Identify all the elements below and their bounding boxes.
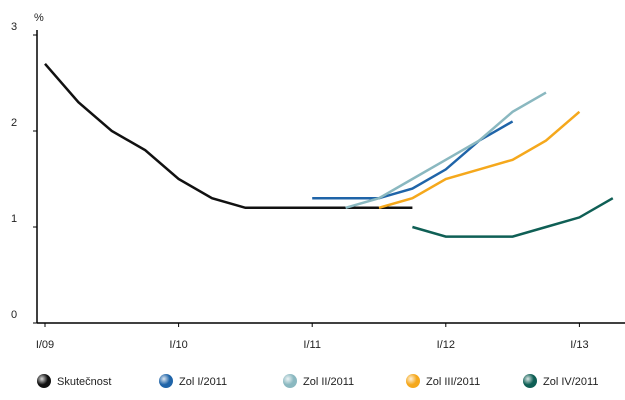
series-line (345, 91, 547, 210)
y-tick-label: 2 (11, 117, 17, 129)
legend-swatch-shine (406, 374, 420, 388)
legend-swatch-shine (283, 374, 297, 388)
y-tick-label: 1 (11, 213, 17, 225)
series-line (378, 110, 581, 210)
series-line (412, 197, 614, 238)
y-tick-label: 0 (11, 309, 17, 321)
series-line (312, 120, 514, 200)
x-tick-label: I/09 (36, 339, 54, 351)
legend-label: Skutečnost (57, 376, 111, 388)
x-tick-label: I/13 (570, 339, 588, 351)
legend-label: Zol IV/2011 (543, 376, 598, 388)
x-tick-label: I/10 (169, 339, 187, 351)
legend-label: Zol I/2011 (179, 376, 227, 388)
legend-swatch-shine (523, 374, 537, 388)
y-unit: % (34, 12, 44, 24)
x-tick-label: I/12 (437, 339, 455, 351)
legend-swatch-shine (159, 374, 173, 388)
legend-swatch-shine (37, 374, 51, 388)
y-tick-label: 3 (11, 21, 17, 33)
legend-label: Zol II/2011 (303, 376, 354, 388)
series-line (44, 62, 413, 210)
legend-label: Zol III/2011 (426, 376, 480, 388)
x-tick-label: I/11 (303, 339, 321, 351)
